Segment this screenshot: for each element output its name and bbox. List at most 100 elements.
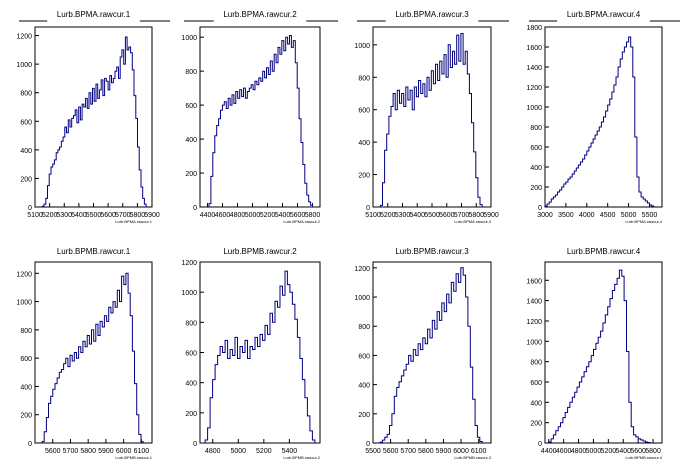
x-tick-label: 6100 [471, 448, 487, 455]
y-tick-label: 0 [538, 205, 542, 212]
x-tick-label: 4800 [230, 212, 246, 219]
x-axis-label: Lurb.BPMA.rawcur.2 [283, 219, 320, 224]
y-tick-label: 800 [530, 125, 542, 132]
panel-title: Lurb.BPMB.rawcur.3 [395, 247, 469, 256]
y-tick-label: 1200 [16, 34, 32, 41]
x-axis-label: Lurb.BPMB.rawcur.2 [283, 455, 320, 460]
histogram-series [379, 33, 483, 207]
x-tick-label: 5200 [260, 212, 276, 219]
y-tick-label: 1000 [354, 43, 370, 50]
histogram-panel-4: Lurb.BPMA.rawcur.4 0 200 400 600 800 1000 1200 1… [526, 10, 680, 224]
x-tick-label: 5900 [483, 212, 499, 219]
x-tick-label: 5600 [290, 212, 306, 219]
x-tick-label: 5200 [380, 212, 396, 219]
plot-frame [544, 26, 663, 208]
x-tick-label: 5800 [468, 212, 484, 219]
y-tick-label: 1000 [181, 35, 197, 42]
y-tick-label: 1200 [181, 260, 197, 267]
panel-title: Lurb.BPMA.rawcur.1 [57, 10, 131, 19]
y-tick-label: 1200 [526, 319, 542, 326]
x-tick-label: 5800 [305, 212, 321, 219]
x-axis-label: Lurb.BPMB.rawcur.3 [454, 455, 491, 460]
x-tick-label: 5600 [630, 448, 646, 455]
panel-title: Lurb.BPMB.rawcur.2 [223, 247, 297, 256]
y-tick-label: 200 [20, 176, 32, 183]
x-tick-label: 5900 [436, 448, 452, 455]
x-tick-label: 5400 [615, 448, 631, 455]
x-tick-label: 5500 [424, 212, 440, 219]
x-tick-label: 5000 [245, 212, 261, 219]
histogram-series [41, 272, 144, 443]
y-tick-label: 600 [358, 108, 370, 115]
x-tick-label: 5400 [275, 212, 291, 219]
panel-title: Lurb.BPMA.rawcur.2 [223, 10, 297, 19]
x-tick-label: 6100 [134, 448, 150, 455]
x-tick-label: 3500 [558, 212, 574, 219]
plot-frame [372, 26, 492, 208]
y-tick-label: 200 [530, 421, 542, 428]
x-tick-label: 4800 [571, 448, 587, 455]
y-tick-label: 1000 [354, 295, 370, 302]
y-tick-label: 1000 [16, 62, 32, 69]
y-tick-label: 200 [20, 413, 32, 420]
y-tick-label: 1000 [526, 105, 542, 112]
plot-frame [544, 261, 663, 444]
x-tick-label: 5800 [80, 448, 96, 455]
y-tick-label: 800 [358, 324, 370, 331]
x-tick-label: 5700 [400, 448, 416, 455]
x-axis-label: Lurb.BPMA.rawcur.4 [625, 219, 662, 224]
x-tick-label: 5200 [42, 212, 58, 219]
x-tick-label: 5700 [63, 448, 79, 455]
y-tick-label: 200 [358, 412, 370, 419]
x-tick-label: 5200 [601, 448, 617, 455]
y-tick-label: 1600 [526, 278, 542, 285]
y-tick-label: 0 [28, 205, 32, 212]
y-tick-label: 200 [530, 185, 542, 192]
plot-frame [34, 261, 153, 444]
x-tick-label: 5300 [395, 212, 411, 219]
y-tick-label: 800 [358, 75, 370, 82]
y-tick-label: 0 [366, 205, 370, 212]
x-tick-label: 5400 [71, 212, 87, 219]
y-tick-label: 400 [20, 384, 32, 391]
y-tick-label: 400 [530, 400, 542, 407]
histogram-series [208, 35, 313, 207]
panel-title: Lurb.BPMB.rawcur.4 [567, 247, 641, 256]
x-tick-label: 5700 [115, 212, 131, 219]
x-axis-label: Lurb.BPMB.rawcur.4 [625, 455, 662, 460]
y-tick-label: 400 [358, 383, 370, 390]
y-tick-label: 0 [366, 441, 370, 448]
y-tick-label: 600 [20, 119, 32, 126]
y-tick-label: 200 [185, 411, 197, 418]
y-tick-label: 400 [20, 148, 32, 155]
x-tick-label: 4800 [205, 448, 221, 455]
plot-frame [372, 261, 492, 444]
x-tick-label: 5500 [365, 448, 381, 455]
histogram-series [544, 36, 655, 207]
y-tick-label: 600 [358, 353, 370, 360]
histogram-panel-1: Lurb.BPMA.rawcur.1 0 200 400 600 800 1000 1200 5… [16, 10, 170, 224]
x-tick-label: 5800 [130, 212, 146, 219]
y-tick-label: 1000 [181, 290, 197, 297]
histogram-series [41, 36, 147, 207]
y-tick-label: 600 [185, 103, 197, 110]
x-axis-label: Lurb.BPMA.rawcur.3 [454, 219, 491, 224]
y-tick-label: 1400 [526, 299, 542, 306]
y-tick-label: 600 [530, 145, 542, 152]
x-tick-label: 4600 [215, 212, 231, 219]
y-tick-label: 1000 [526, 339, 542, 346]
x-tick-label: 5000 [231, 448, 247, 455]
y-tick-label: 1200 [354, 266, 370, 273]
y-tick-label: 800 [185, 69, 197, 76]
y-tick-label: 1200 [16, 271, 32, 278]
x-tick-label: 5600 [45, 448, 61, 455]
y-tick-label: 400 [530, 165, 542, 172]
y-tick-label: 1800 [526, 25, 542, 32]
histogram-panel-7: Lurb.BPMB.rawcur.3 0 200 400 600 800 1000 1200 5… [354, 20, 509, 460]
x-tick-label: 6000 [116, 448, 132, 455]
x-tick-label: 4400 [200, 212, 216, 219]
y-tick-label: 0 [28, 441, 32, 448]
x-axis-label: Lurb.BPMB.rawcur.1 [115, 455, 152, 460]
x-tick-label: 5000 [586, 448, 602, 455]
x-tick-label: 5900 [98, 448, 114, 455]
